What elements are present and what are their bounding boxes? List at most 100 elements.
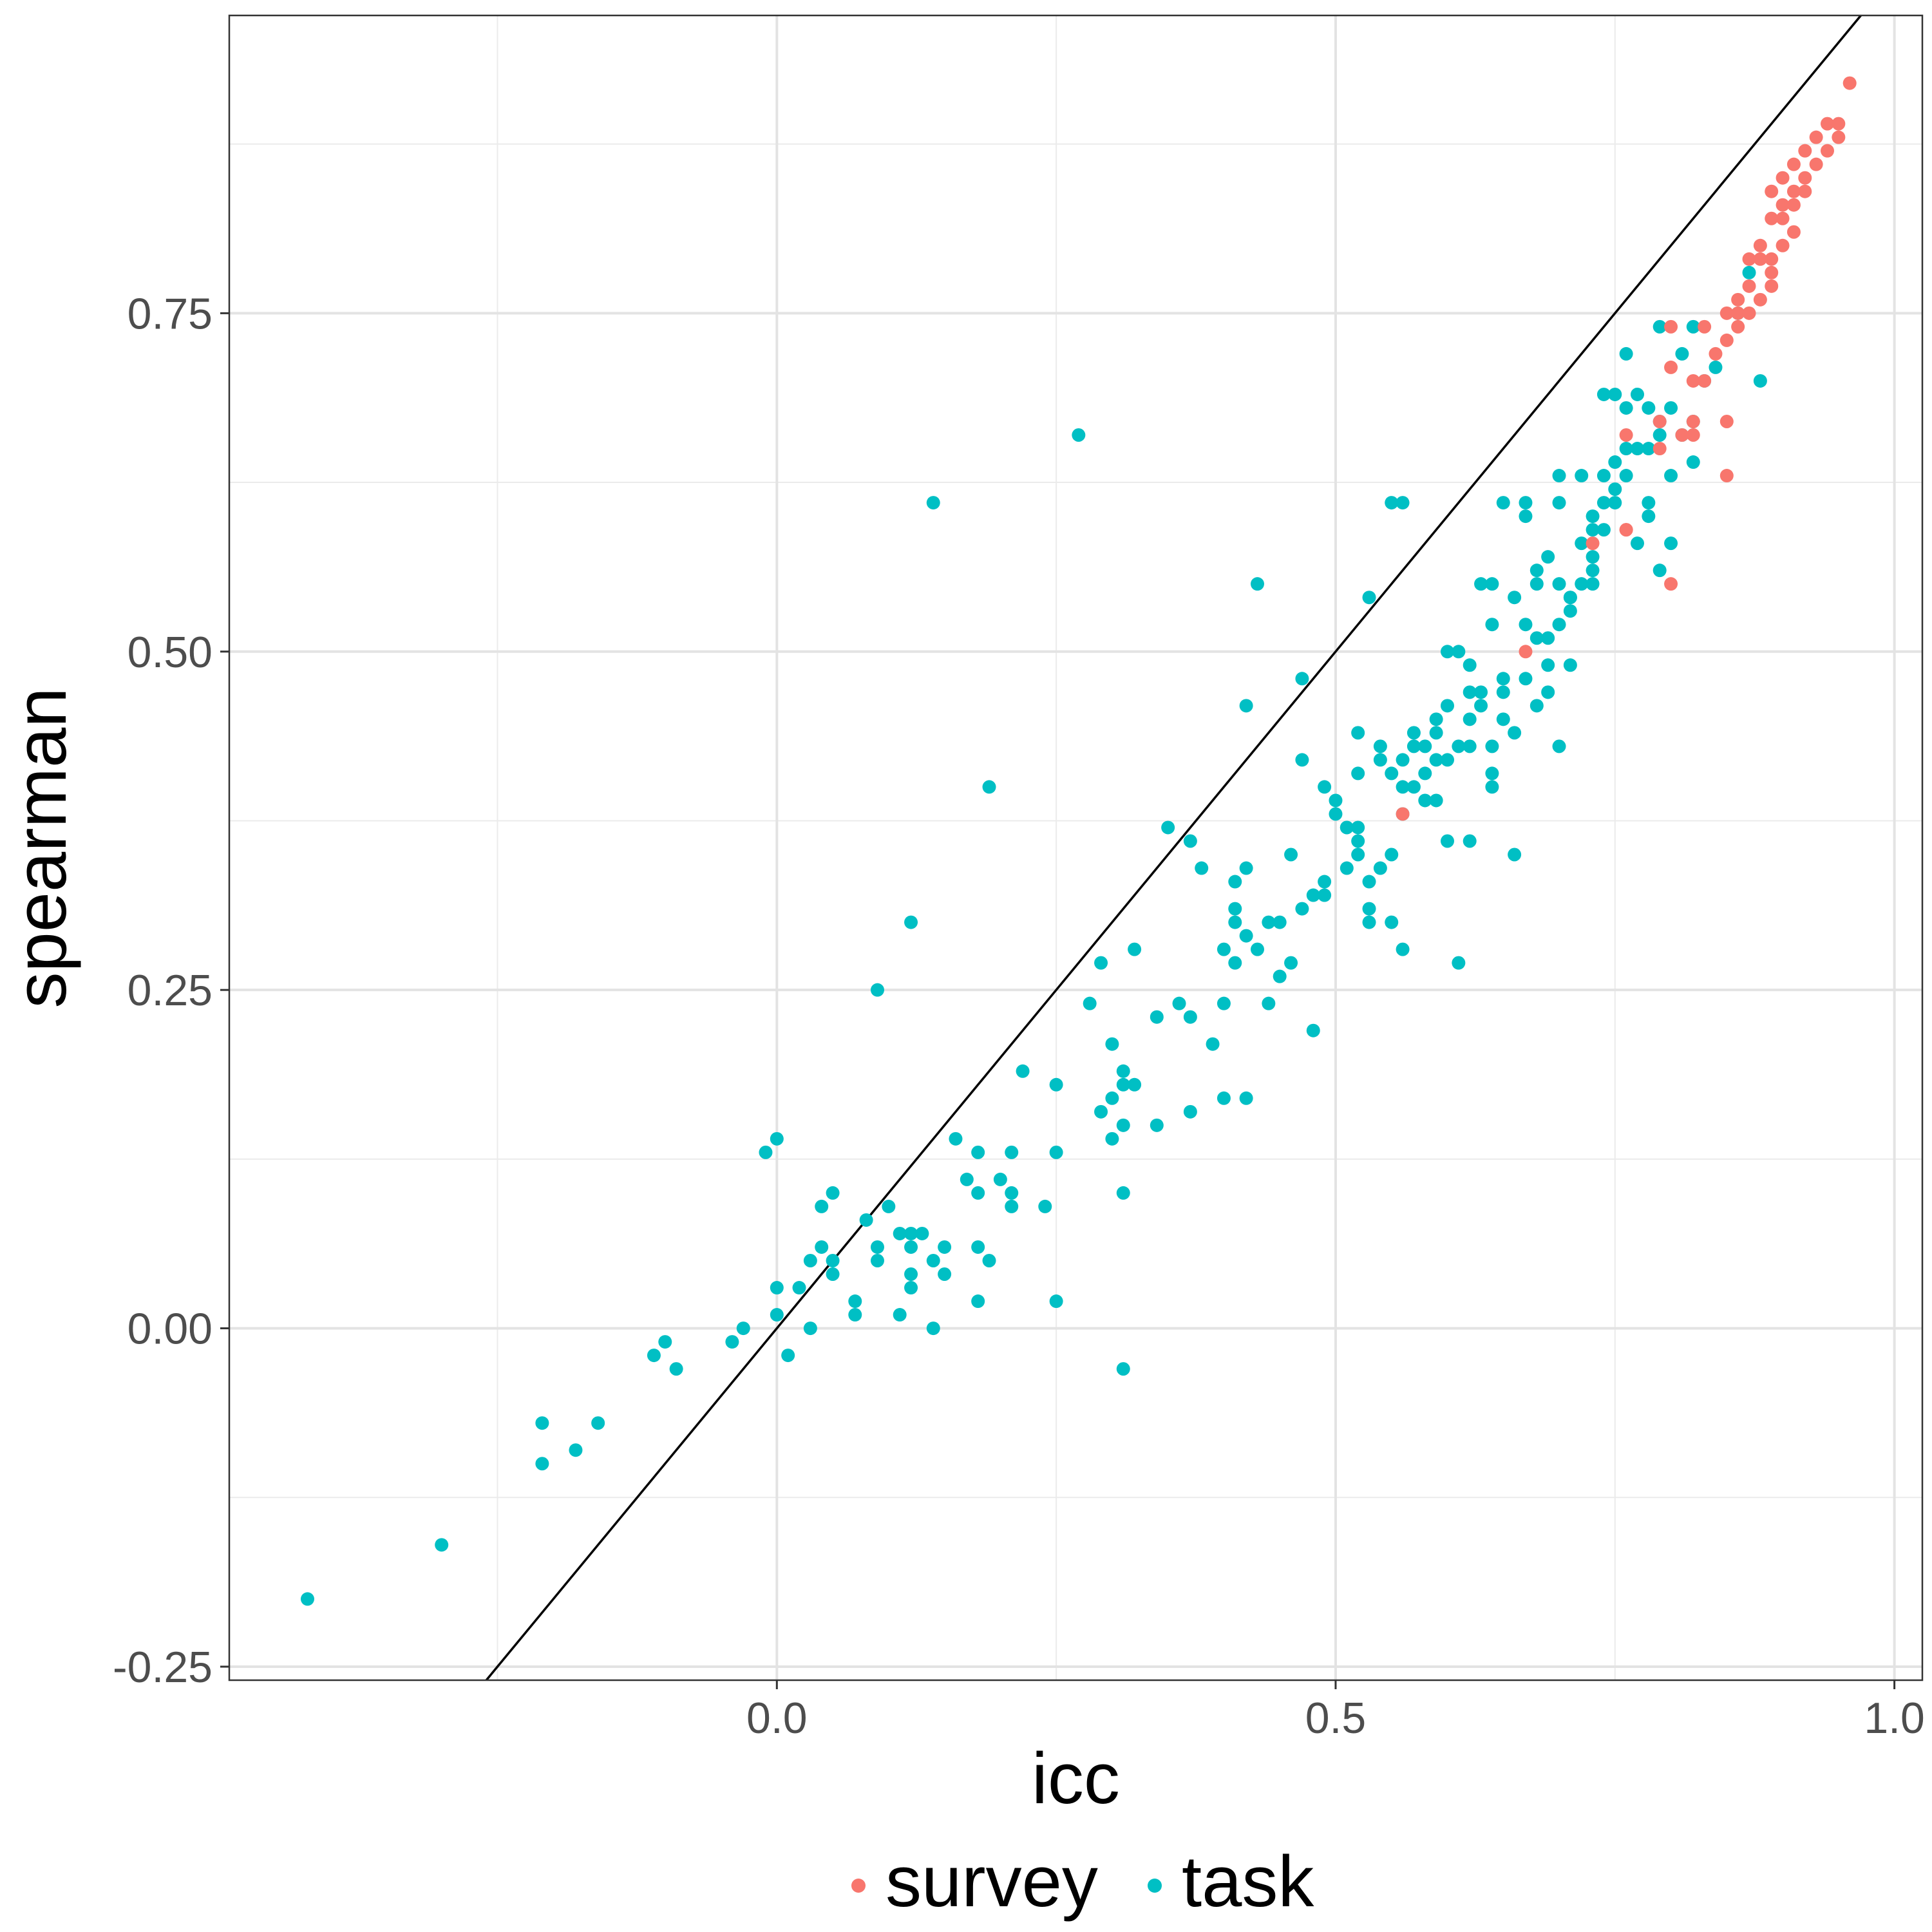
- point-task: [781, 1349, 795, 1363]
- point-task: [971, 1186, 985, 1200]
- point-task: [893, 1226, 907, 1240]
- point-task: [1541, 550, 1555, 564]
- point-task: [1463, 712, 1477, 726]
- point-task: [938, 1240, 952, 1254]
- point-task: [1049, 1294, 1063, 1309]
- minor-gridlines: [229, 15, 1922, 1680]
- point-task: [1485, 618, 1499, 632]
- point-task: [1351, 820, 1365, 835]
- point-task: [1642, 442, 1656, 456]
- point-task: [1228, 875, 1242, 889]
- point-survey: [1786, 198, 1801, 212]
- point-task: [982, 780, 996, 794]
- point-task: [1519, 618, 1533, 632]
- point-survey: [1776, 238, 1790, 252]
- point-task: [1385, 848, 1399, 862]
- point-survey: [1776, 211, 1790, 225]
- point-task: [1541, 658, 1555, 672]
- y-tick-label: 0.50: [128, 628, 213, 677]
- point-task: [1396, 942, 1410, 956]
- point-task: [1586, 550, 1600, 564]
- point-task: [1105, 1091, 1119, 1105]
- point-task: [1429, 712, 1443, 726]
- point-task: [882, 1199, 896, 1213]
- point-task: [770, 1132, 784, 1146]
- point-survey: [1653, 442, 1667, 456]
- point-task: [1217, 942, 1231, 956]
- point-task: [300, 1592, 314, 1606]
- point-task: [826, 1267, 840, 1282]
- point-task: [1418, 739, 1432, 753]
- point-task: [1306, 888, 1320, 902]
- point-task: [1351, 848, 1365, 862]
- point-survey: [1731, 306, 1745, 320]
- point-task: [1284, 848, 1298, 862]
- y-tick-label: 0.25: [128, 966, 213, 1015]
- point-survey: [1765, 184, 1779, 198]
- point-task: [1508, 726, 1522, 740]
- point-task: [1351, 726, 1365, 740]
- point-task: [1049, 1077, 1063, 1092]
- point-task: [926, 1253, 940, 1267]
- point-task: [1083, 996, 1097, 1010]
- point-task: [1239, 929, 1253, 943]
- point-survey: [1731, 292, 1745, 307]
- point-task: [1496, 672, 1510, 686]
- point-task: [1530, 577, 1544, 591]
- point-survey: [1742, 252, 1756, 266]
- point-survey: [1731, 319, 1745, 334]
- data-points: [300, 76, 1857, 1606]
- point-task: [1608, 482, 1622, 497]
- point-task: [1351, 766, 1365, 781]
- point-task: [1519, 509, 1533, 524]
- point-survey: [1798, 144, 1812, 158]
- point-task: [904, 915, 918, 929]
- point-survey: [1519, 645, 1533, 659]
- point-survey: [1619, 428, 1633, 442]
- point-task: [904, 1240, 918, 1254]
- point-task: [960, 1172, 974, 1186]
- point-task: [1396, 496, 1410, 510]
- point-task: [1608, 455, 1622, 469]
- point-task: [1552, 739, 1566, 753]
- point-survey: [1698, 319, 1712, 334]
- point-task: [1295, 902, 1309, 916]
- point-task: [1116, 1064, 1130, 1078]
- legend-label-survey: survey: [886, 1841, 1098, 1922]
- point-task: [1340, 861, 1354, 875]
- point-task: [1530, 564, 1544, 578]
- point-task: [1485, 780, 1499, 794]
- point-task: [1463, 658, 1477, 672]
- point-task: [1653, 319, 1667, 334]
- point-task: [1284, 956, 1298, 970]
- point-task: [1228, 902, 1242, 916]
- point-task: [1206, 1037, 1220, 1051]
- major-gridlines: [229, 15, 1922, 1680]
- point-task: [1575, 577, 1589, 591]
- point-task: [1508, 848, 1522, 862]
- point-task: [1183, 834, 1197, 848]
- point-task: [1530, 699, 1544, 713]
- point-task: [1239, 699, 1253, 713]
- point-survey: [1776, 198, 1790, 212]
- point-task: [1072, 428, 1086, 442]
- point-task: [870, 1253, 884, 1267]
- point-task: [1586, 523, 1600, 537]
- point-task: [1474, 577, 1488, 591]
- point-survey: [1820, 144, 1834, 158]
- point-task: [938, 1267, 952, 1282]
- point-survey: [1820, 117, 1834, 131]
- point-survey: [1653, 414, 1667, 428]
- point-survey: [1809, 157, 1823, 171]
- point-task: [1508, 591, 1522, 605]
- point-task: [1329, 807, 1343, 821]
- point-task: [1541, 685, 1555, 699]
- point-survey: [1719, 414, 1734, 428]
- point-task: [1463, 834, 1477, 848]
- x-axis-title: icc: [1032, 1738, 1120, 1819]
- point-survey: [1798, 184, 1812, 198]
- legend-key-task: [1148, 1879, 1162, 1893]
- point-task: [1608, 496, 1622, 510]
- point-task: [1094, 956, 1108, 970]
- point-task: [1642, 509, 1656, 524]
